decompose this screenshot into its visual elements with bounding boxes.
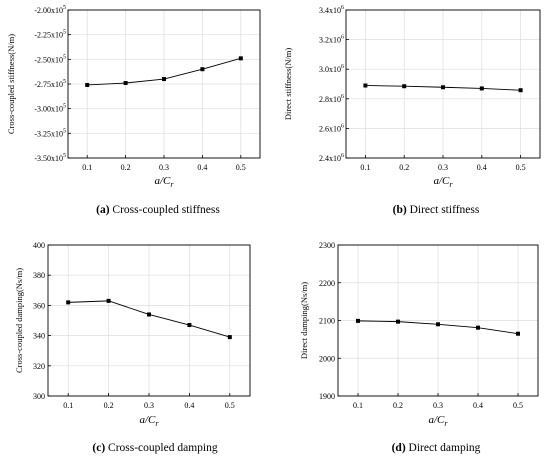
x-tick-label: 0.2 xyxy=(104,401,114,410)
y-tick-label: 2000 xyxy=(319,354,335,363)
data-point xyxy=(147,312,151,317)
y-tick-label: 1900 xyxy=(319,392,335,401)
x-tick-label: 0.3 xyxy=(144,401,154,410)
y-tick-label: 360 xyxy=(33,301,45,310)
data-point xyxy=(66,300,71,305)
data-point xyxy=(396,319,400,324)
y-tick-label: -2.75x105 xyxy=(34,79,66,89)
y-tick-label: 340 xyxy=(33,332,45,341)
x-tick-label: 0.5 xyxy=(236,163,246,172)
y-tick-label: 3.0x106 xyxy=(319,64,344,74)
y-tick-label: 300 xyxy=(33,392,45,401)
data-point xyxy=(441,85,445,90)
x-tick-label: 0.3 xyxy=(438,163,448,172)
x-tick-label: 0.5 xyxy=(513,401,523,410)
x-tick-label: 0.1 xyxy=(353,401,363,410)
y-axis-label: Direct stiffness(N/m) xyxy=(283,48,293,120)
data-point xyxy=(200,67,205,72)
y-axis-label: Direct damping(Ns/m) xyxy=(299,282,309,359)
chart-a: 0.1 0.2 0.3 0.4 0.5 -3.50x105 -3.25x105 -3.00x1… xyxy=(6,5,261,216)
x-axis-label: a/Cr xyxy=(139,414,159,428)
x-tick-label: 0.5 xyxy=(225,401,235,410)
y-tick-label: 2300 xyxy=(319,241,335,250)
chart-d: 0.1 0.2 0.3 0.4 0.5 1900 2000 2100 2200 2300 Direc… xyxy=(299,241,539,454)
data-point xyxy=(162,77,166,82)
x-tick-label: 0.4 xyxy=(477,163,487,172)
x-axis-label: a/Cr xyxy=(154,175,174,189)
y-tick-label: 380 xyxy=(33,271,45,280)
y-tick-label: -3.25x105 xyxy=(34,128,66,138)
x-tick-label: 0.3 xyxy=(433,401,443,410)
data-point xyxy=(238,56,243,61)
x-axis-label: a/Cr xyxy=(433,175,453,189)
data-point xyxy=(356,318,360,323)
y-tick-label: 400 xyxy=(33,241,45,250)
y-tick-label: 3.4x106 xyxy=(319,5,344,15)
x-tick-label: 0.1 xyxy=(82,163,92,172)
x-tick-label: 0.2 xyxy=(121,163,131,172)
data-point xyxy=(363,83,368,88)
y-tick-label: 2.6x106 xyxy=(319,123,344,133)
x-axis-label: a/Cr xyxy=(428,414,448,428)
caption-b: (b) Direct stiffness xyxy=(393,204,480,216)
caption-d: (d) Direct damping xyxy=(392,442,481,454)
x-tick-label: 0.2 xyxy=(393,401,403,410)
y-tick-label: 2.4x106 xyxy=(319,153,344,163)
y-tick-label: 2.8x106 xyxy=(319,94,344,104)
x-tick-label: 0.4 xyxy=(197,163,207,172)
y-tick-label: 2100 xyxy=(319,317,335,326)
data-point xyxy=(106,298,111,303)
x-tick-label: 0.5 xyxy=(516,163,526,172)
data-point xyxy=(436,322,440,327)
y-tick-label: -3.00x105 xyxy=(34,104,66,114)
y-tick-label: -3.50x105 xyxy=(34,153,66,163)
caption-a: (a) Cross-coupled stiffness xyxy=(96,204,220,216)
caption-c: (c) Cross-coupled damping xyxy=(92,442,217,454)
y-tick-label: -2.50x105 xyxy=(34,54,66,64)
data-point xyxy=(479,86,484,91)
data-point xyxy=(123,81,128,86)
x-tick-label: 0.1 xyxy=(63,401,73,410)
x-tick-label: 0.1 xyxy=(360,163,370,172)
y-axis-label: Cross-coupled stiffness(N/m) xyxy=(6,34,16,134)
data-point xyxy=(518,88,523,93)
y-tick-label: -2.25x105 xyxy=(34,30,66,40)
data-point xyxy=(227,335,232,340)
x-tick-label: 0.4 xyxy=(184,401,194,410)
chart-b: 0.1 0.2 0.3 0.4 0.5 2.4x106 2.6x106 2.8x106 3.0x… xyxy=(283,5,541,216)
y-axis-label: Cross-coupled damping(Ns/m) xyxy=(14,268,24,373)
data-point xyxy=(402,84,407,89)
y-tick-label: 3.2x106 xyxy=(319,35,344,45)
data-point xyxy=(516,331,520,336)
data-point xyxy=(476,325,480,330)
chart-c: 0.1 0.2 0.3 0.4 0.5 300 320 340 360 380 400 Cross-c… xyxy=(14,241,251,454)
data-point xyxy=(187,323,192,328)
x-tick-label: 0.2 xyxy=(399,163,409,172)
y-tick-label: -2.00x105 xyxy=(34,5,66,15)
x-tick-label: 0.4 xyxy=(473,401,483,410)
x-tick-label: 0.3 xyxy=(159,163,169,172)
y-tick-label: 320 xyxy=(33,362,45,371)
data-point xyxy=(85,82,90,87)
y-tick-label: 2200 xyxy=(319,279,335,288)
